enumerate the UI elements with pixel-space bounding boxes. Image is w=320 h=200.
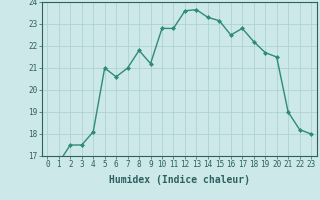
X-axis label: Humidex (Indice chaleur): Humidex (Indice chaleur): [109, 175, 250, 185]
